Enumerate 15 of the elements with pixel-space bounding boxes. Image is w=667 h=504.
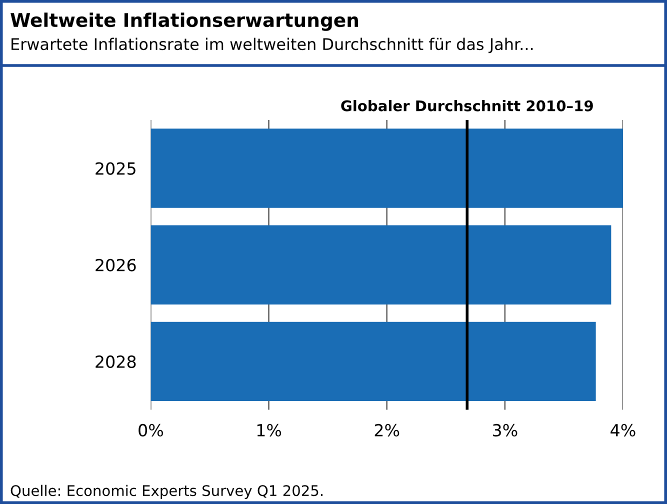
y-tick-label: 2025 [96,162,136,175]
y-tick-label: 2028 [96,355,136,368]
x-tick-label: 4% [610,424,636,437]
x-tick-label: 0% [138,424,164,437]
bar [150,322,596,402]
chart-title: Weltweite Inflationserwartungen [10,12,358,31]
x-tick-label: 2% [374,424,400,437]
source-note: Quelle: Economic Experts Survey Q1 2025. [10,484,323,499]
y-tick-label: 2026 [96,258,136,272]
x-tick-label: 3% [492,424,518,437]
bar [150,128,623,208]
ref-line-label: Globaler Durchschnitt 2010–19 [341,100,593,112]
bar [150,225,612,304]
x-tick-label: 1% [257,424,282,437]
chart-subtitle: Erwartete Inflationsrate im weltweiten Durchschnitt für das Jahr... [12,38,533,54]
